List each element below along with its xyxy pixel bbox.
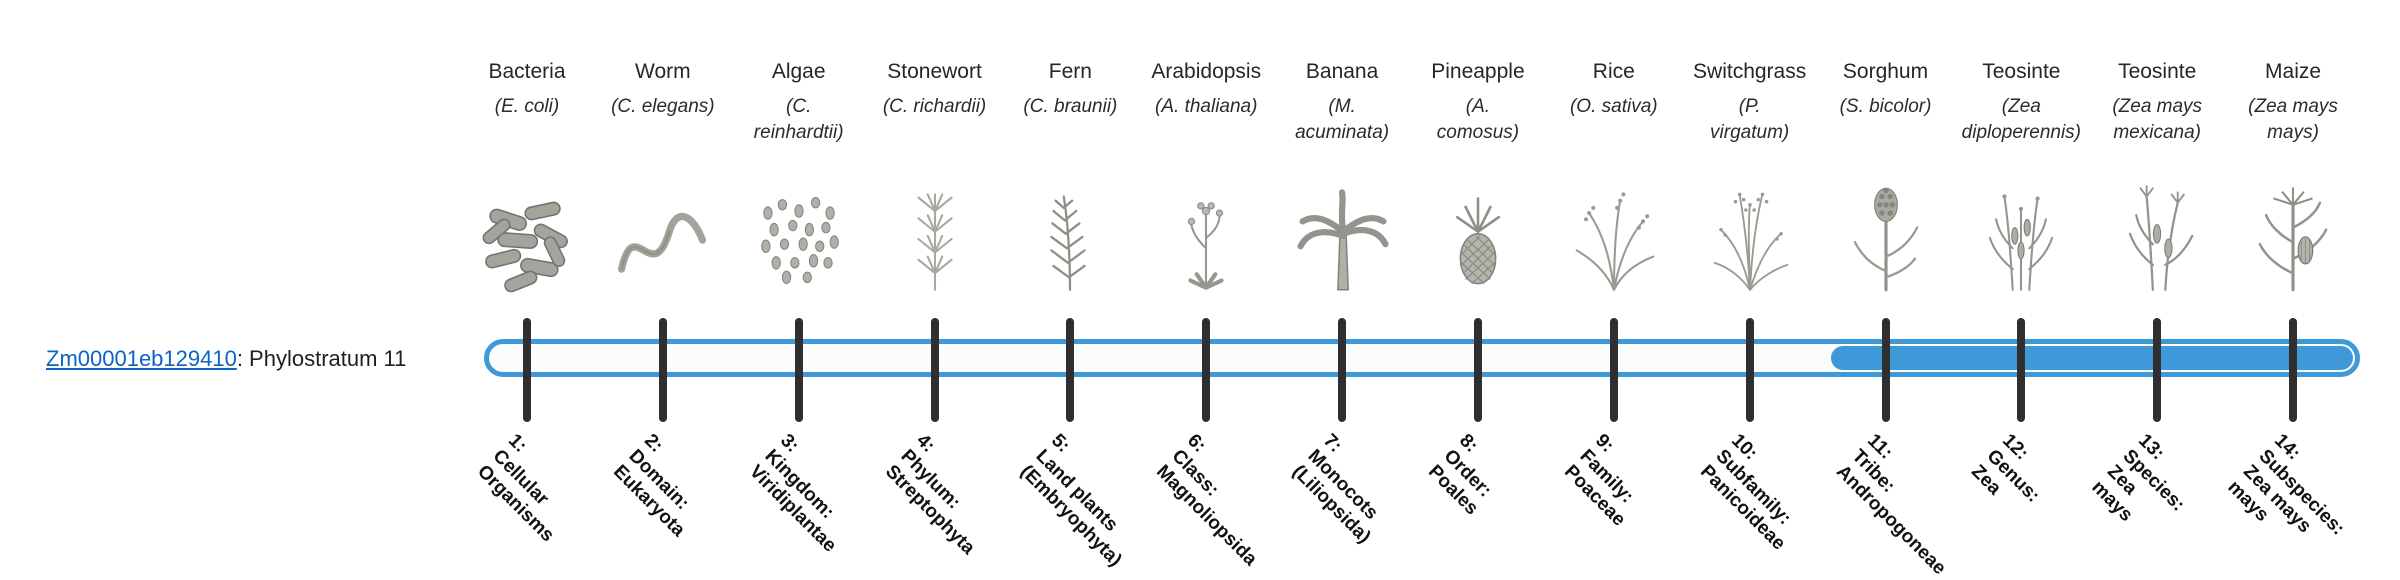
sorghum-icon <box>1830 170 1942 296</box>
rice-icon <box>1558 170 1670 296</box>
bacteria-icon <box>471 170 583 296</box>
organism-scientific-name: (S. bicolor) <box>1839 96 1932 117</box>
phylostratum-label: 11: Tribe: Andropogoneae <box>1831 430 1950 579</box>
organism-name: Teosinte <box>2118 60 2197 83</box>
arabidopsis-icon <box>1150 170 1262 296</box>
phylostratum-tick <box>1609 318 1618 422</box>
teosinte-mexicana-icon <box>2101 170 2213 296</box>
banana-icon <box>1286 170 1398 296</box>
organism-name: Sorghum <box>1842 60 1929 83</box>
organism-scientific-name: (E. coli) <box>494 96 560 117</box>
gene-label: Zm00001eb129410: Phylostratum 11 <box>46 347 406 371</box>
organism-name: Arabidopsis <box>1151 60 1262 83</box>
phylostratum-tick <box>2017 318 2026 422</box>
phylostratum-tick <box>794 318 803 422</box>
organism-scientific-name: (P. virgatum) <box>1710 96 1790 143</box>
phylostratum-tick <box>2153 318 2162 422</box>
pineapple-icon <box>1422 170 1534 296</box>
organism-scientific-name: (C. richardii) <box>882 96 987 117</box>
phylostratum-tick <box>1473 318 1482 422</box>
organism-name: Algae <box>771 60 826 83</box>
phylostratum-label: 7: Monocots (Liliopsida) <box>1288 430 1382 548</box>
phylostratum-label: 2: Domain: Eukaryota <box>608 430 694 541</box>
organism-name: Switchgrass <box>1693 60 1807 83</box>
stonewort-icon <box>879 170 991 296</box>
phylostratum-tick <box>658 318 667 422</box>
phylostratum-label: 6: Class: Magnoliopsida <box>1152 430 1262 571</box>
organism-name: Pineapple <box>1431 60 1525 83</box>
phylostratum-label: 14: Subspecies: Zea mays mays <box>2223 430 2349 540</box>
phylostratum-label: 3: Kingdom: Viridiplantae <box>744 430 840 557</box>
organism-scientific-name: (A. thaliana) <box>1155 96 1258 117</box>
gene-phylostratum-text: : Phylostratum 11 <box>236 346 407 371</box>
maize-icon <box>2237 170 2349 296</box>
phylostratum-tick <box>1745 318 1754 422</box>
organism-name: Teosinte <box>1982 60 2061 83</box>
algae-icon <box>743 170 855 296</box>
phylostratum-bar-fill <box>1831 346 2353 370</box>
phylostratum-label: 5: Land plants (Embryophyta) <box>1016 430 1127 571</box>
organism-name: Bacteria <box>488 60 566 83</box>
phylostratum-label: 4: Phylum: Streptophyta <box>880 430 979 559</box>
organism-scientific-name: (Zea diploperennis) <box>1961 96 2082 143</box>
switchgrass-icon <box>1694 170 1806 296</box>
phylostratum-label: 13: Species: Zea mays <box>2087 430 2189 526</box>
phylostratum-label: 8: Order: Poales <box>1423 430 1496 520</box>
phylostratum-label: 9: Family: Poaceae <box>1559 430 1638 531</box>
phylostratum-tick <box>1202 318 1211 422</box>
phylostratum-tick <box>523 318 531 422</box>
phylostratum-label: 1: Cellular Organisms <box>473 430 559 547</box>
phylostratum-tick <box>1338 318 1347 422</box>
phylostratum-tick <box>1881 318 1890 422</box>
organism-name: Rice <box>1592 60 1635 83</box>
organism-scientific-name: (O. sativa) <box>1569 96 1658 117</box>
organism-scientific-name: (A. comosus) <box>1436 96 1520 143</box>
organism-name: Stonewort <box>887 60 982 83</box>
organism-scientific-name: (C. elegans) <box>611 96 715 117</box>
phylostratum-bar <box>484 339 2360 377</box>
gene-link[interactable]: Zm00001eb129410 <box>46 346 237 371</box>
phylostratum-label: 10: Subfamily: Panicoideae <box>1695 430 1795 555</box>
organism-name: Maize <box>2265 60 2322 83</box>
organism-scientific-name: (Zea mays mays) <box>2248 96 2338 143</box>
organism-name: Fern <box>1048 60 1092 83</box>
organism-scientific-name: (Zea mays mexicana) <box>2112 96 2203 143</box>
organism-name: Worm <box>635 60 691 83</box>
phylostratum-tick <box>1066 318 1075 422</box>
organism-scientific-name: (C. braunii) <box>1023 96 1118 117</box>
phylostratum-tick <box>2289 318 2298 422</box>
phylostratum-label: 12: Genus: Zea <box>1967 430 2045 507</box>
organism-scientific-name: (C. reinhardtii) <box>753 96 844 143</box>
worm-icon <box>607 170 719 296</box>
organism-scientific-name: (M. acuminata) <box>1295 96 1390 143</box>
organism-name: Banana <box>1305 60 1379 83</box>
teosinte-diploperennis-icon <box>1965 170 2077 296</box>
fern-icon <box>1014 170 1126 296</box>
phylostratum-tick <box>930 318 939 422</box>
